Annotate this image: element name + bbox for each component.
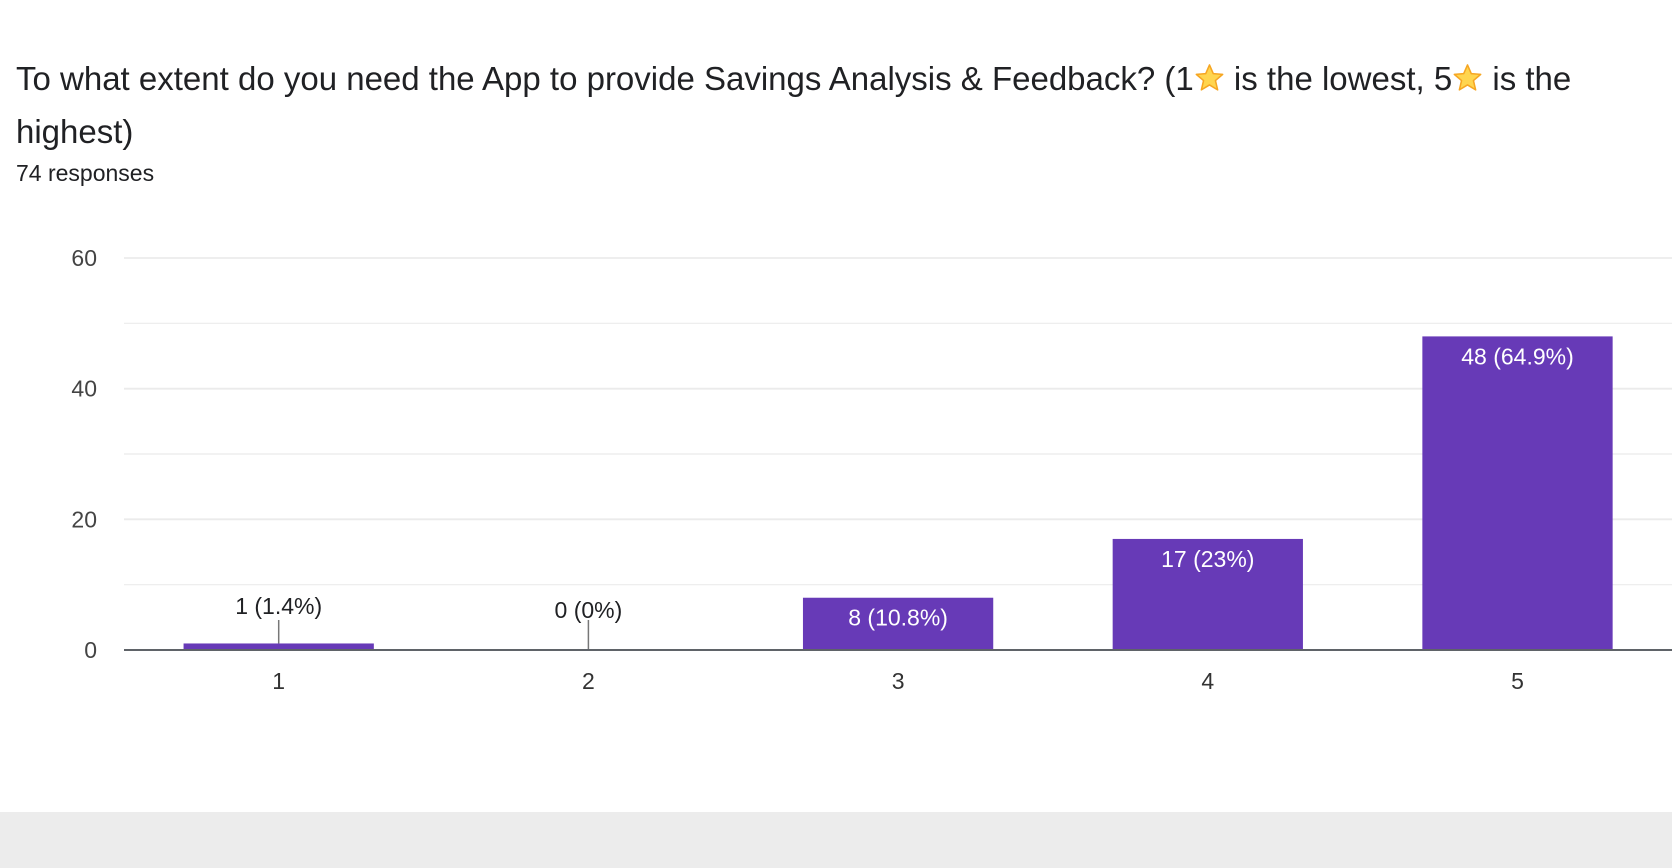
star-icon-shape [1453, 64, 1482, 91]
star-icon-shape [1195, 64, 1224, 91]
bottom-divider-strip [0, 812, 1672, 868]
y-tick-label: 40 [71, 376, 97, 402]
question-title-part3: is the highest) [16, 60, 1572, 150]
question-title-part2: is the lowest, 5 [1224, 60, 1453, 97]
bar [1422, 336, 1613, 650]
y-tick-label: 20 [71, 506, 97, 532]
x-tick-label: 3 [892, 668, 905, 694]
bar-chart: 0 20 40 60 1 (1.4%) 1 0 (0%) 2 8 (10.8%) 3 17 (23%… [71, 245, 1672, 694]
data-label: 48 (64.9%) [1461, 343, 1574, 369]
data-label: 0 (0%) [555, 597, 623, 623]
star-icon [1453, 64, 1482, 91]
y-tick-label: 60 [71, 245, 97, 271]
question-title: To what extent do you need the App to pr… [16, 52, 1576, 158]
question-title-part1: To what extent do you need the App to pr… [16, 60, 1194, 97]
data-label: 17 (23%) [1161, 546, 1254, 572]
x-tick-label: 4 [1201, 668, 1214, 694]
data-label: 8 (10.8%) [848, 605, 948, 631]
response-count: 74 responses [16, 160, 155, 186]
data-label: 1 (1.4%) [235, 593, 322, 619]
y-tick-label: 0 [84, 637, 97, 663]
x-tick-label: 1 [272, 668, 285, 694]
x-tick-label: 5 [1511, 668, 1524, 694]
bar [1112, 538, 1303, 650]
x-tick-label: 2 [582, 668, 595, 694]
bar [183, 643, 374, 650]
star-icon [1195, 64, 1224, 91]
bar [802, 597, 994, 650]
